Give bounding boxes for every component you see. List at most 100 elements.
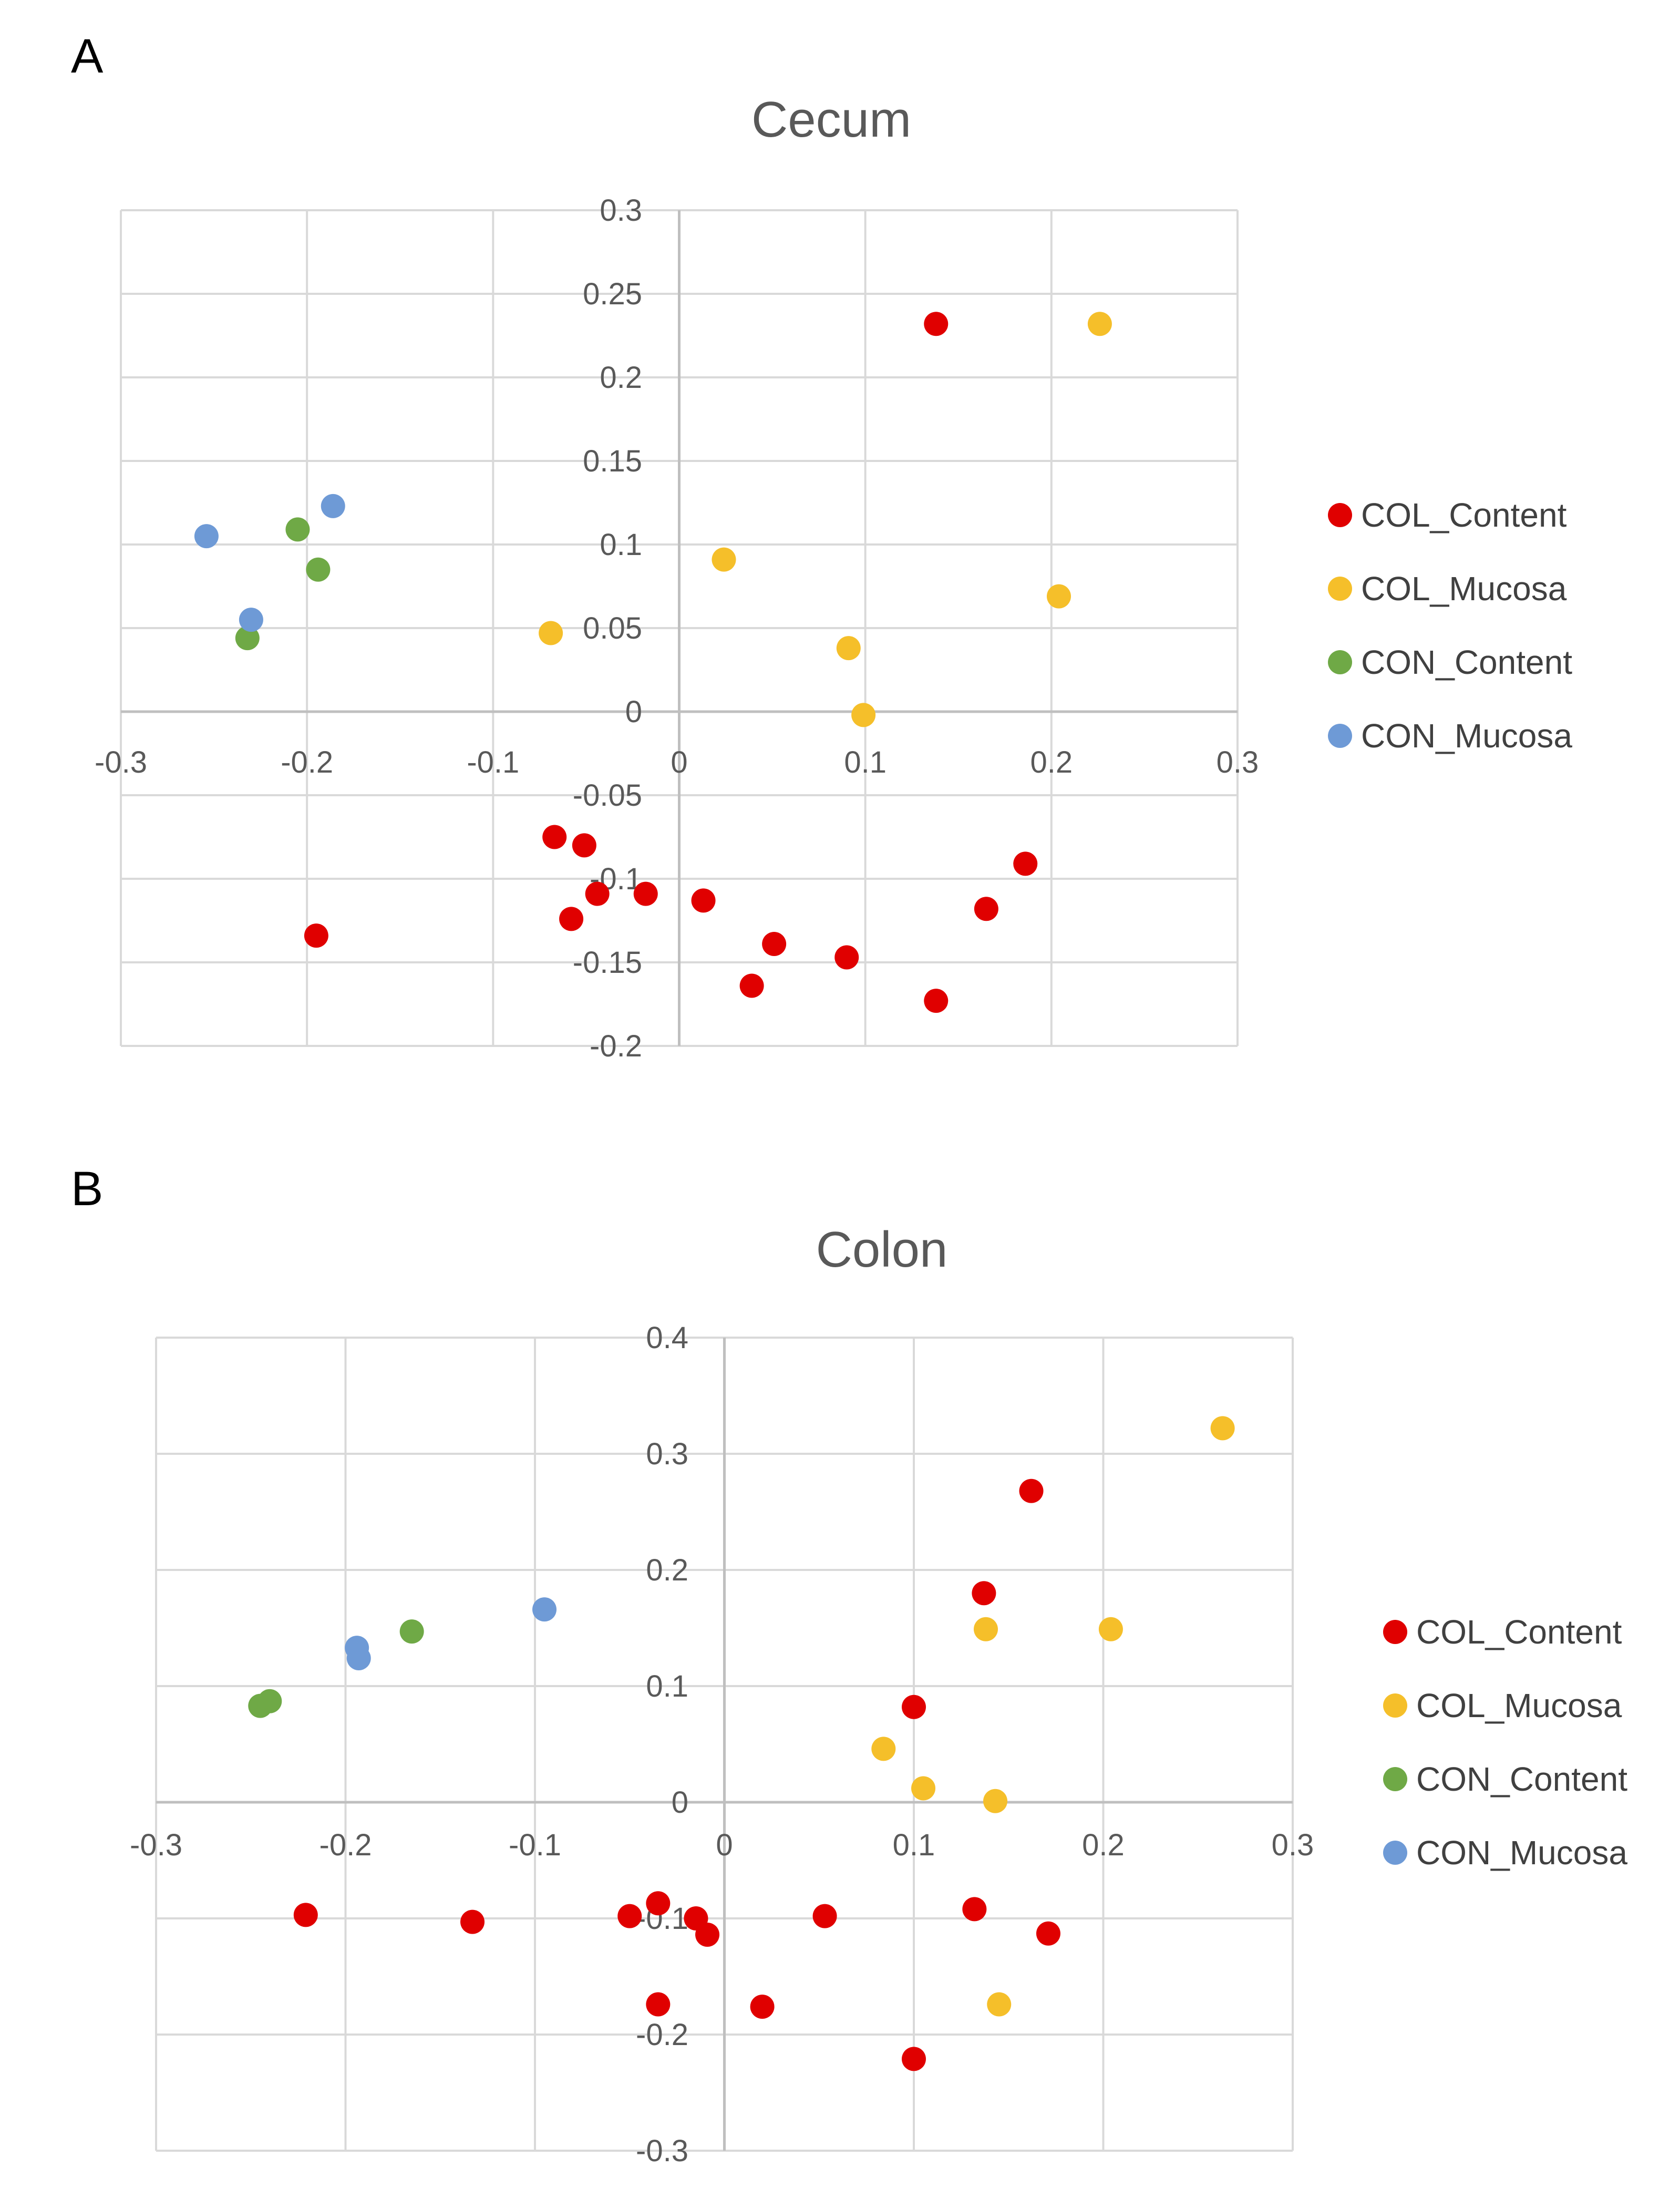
legend-marker [1383, 1841, 1407, 1865]
y-tick-label: -0.2 [590, 1029, 642, 1063]
panel-a: A Cecum -0.3 -0.2 -0.1 0 0.1 0.2 0.3 0.3 0.25 0.2 0… [71, 29, 1572, 1063]
y-tick-label: 0.15 [583, 444, 642, 478]
data-point [285, 517, 310, 542]
data-point [974, 897, 998, 921]
x-tick-label: 0.1 [844, 745, 887, 779]
data-point [1036, 1921, 1060, 1946]
y-tick-label: 0.1 [600, 528, 642, 562]
y-tick-label: 0.4 [646, 1321, 688, 1355]
y-tick-label: 0 [672, 1785, 688, 1820]
y-tick-label: -0.3 [636, 2134, 688, 2168]
legend-marker [1328, 577, 1352, 601]
y-tick-label: 0 [625, 695, 642, 729]
x-tick-label: 0 [716, 1828, 733, 1862]
x-tick-label: -0.2 [319, 1828, 372, 1862]
x-tick-label: -0.3 [95, 745, 147, 779]
y-tick-label: 0.2 [646, 1553, 688, 1587]
panel-letter: B [71, 1162, 104, 1216]
chart-title: Colon [816, 1221, 948, 1278]
data-point [460, 1909, 485, 1934]
legend-label: COL_Content [1361, 496, 1567, 534]
data-point [194, 524, 219, 549]
data-point [924, 989, 949, 1013]
data-point [346, 1646, 371, 1670]
data-point [834, 945, 859, 970]
colon-chart: Colon -0.3 -0.2 -0.1 0 0.1 0.2 0.3 0.4 0.3 0.2 0.1 0… [130, 1221, 1627, 2168]
data-point [762, 932, 787, 957]
legend-label: COL_Content [1416, 1613, 1622, 1651]
legend-marker [1328, 650, 1352, 674]
data-point [871, 1737, 896, 1761]
data-point [248, 1693, 273, 1718]
legend-label: CON_Mucosa [1416, 1834, 1627, 1872]
data-point [911, 1776, 936, 1801]
x-tick-label: 0.3 [1272, 1828, 1314, 1862]
x-tick-label: -0.3 [130, 1828, 182, 1862]
data-point [646, 1992, 671, 2017]
data-point [972, 1581, 996, 1606]
x-tick-label: 0.2 [1030, 745, 1073, 779]
x-tick-label: 0.2 [1082, 1828, 1125, 1862]
x-tick-label: -0.2 [281, 745, 333, 779]
data-point [1047, 584, 1071, 609]
data-point [902, 2047, 926, 2071]
data-point [924, 312, 949, 336]
data-point [987, 1992, 1012, 2017]
data-point [646, 1891, 671, 1916]
legend-marker [1328, 724, 1352, 748]
x-tick-label: 0.1 [893, 1828, 935, 1862]
x-tick-label: -0.1 [467, 745, 519, 779]
data-point [1013, 851, 1038, 876]
data-point [973, 1617, 998, 1641]
data-point [542, 825, 567, 849]
legend-marker [1383, 1693, 1407, 1718]
data-point [1098, 1617, 1123, 1641]
y-tick-label: 0.3 [600, 193, 642, 228]
y-tick-label: 0.3 [646, 1437, 688, 1471]
data-point [983, 1789, 1008, 1813]
y-tick-label: 0.25 [583, 277, 642, 311]
data-point [235, 626, 260, 651]
data-point [712, 547, 736, 572]
x-tick-label: 0.3 [1217, 745, 1259, 779]
legend-marker [1328, 503, 1352, 527]
legend-label: COL_Mucosa [1416, 1687, 1622, 1724]
y-tick-label: 0.05 [583, 611, 642, 645]
legend-label: CON_Mucosa [1361, 717, 1572, 755]
data-point [962, 1897, 987, 1922]
legend-label: CON_Content [1416, 1760, 1627, 1798]
legend-label: COL_Mucosa [1361, 570, 1567, 608]
x-tick-label: -0.1 [509, 1828, 561, 1862]
data-point [539, 621, 563, 645]
data-point [532, 1597, 557, 1622]
cecum-chart: Cecum -0.3 -0.2 -0.1 0 0.1 0.2 0.3 0.3 0.25 0.2 0.1… [95, 91, 1572, 1063]
data-point [851, 703, 876, 727]
data-point [633, 881, 658, 906]
legend-marker [1383, 1767, 1407, 1791]
y-tick-label: -0.2 [636, 2018, 688, 2052]
x-tick-label: 0 [671, 745, 687, 779]
data-point [750, 1994, 775, 2019]
chart-title: Cecum [751, 91, 911, 148]
data-point [306, 557, 331, 582]
data-point [836, 636, 861, 661]
data-point [304, 923, 328, 948]
legend-label: CON_Content [1361, 643, 1572, 681]
y-tick-label: -0.05 [573, 778, 642, 813]
data-point [293, 1903, 318, 1927]
data-point [739, 973, 764, 998]
data-point [812, 1904, 837, 1928]
data-point [559, 907, 584, 931]
data-point [1210, 1416, 1235, 1441]
data-point [691, 888, 716, 913]
y-tick-label: 0.2 [600, 361, 642, 395]
y-tick-label: 0.1 [646, 1669, 688, 1703]
data-point [321, 494, 345, 518]
data-point [1019, 1478, 1044, 1503]
data-point [585, 881, 610, 906]
panel-b: B Colon -0.3 -0.2 -0.1 0 0.1 0.2 0.3 0.4 0.3 0.2 0.… [0, 1130, 1680, 2208]
data-point [695, 1922, 720, 1947]
data-point [1087, 312, 1112, 336]
y-tick-label: -0.15 [573, 946, 642, 980]
panel-letter: A [71, 29, 104, 83]
